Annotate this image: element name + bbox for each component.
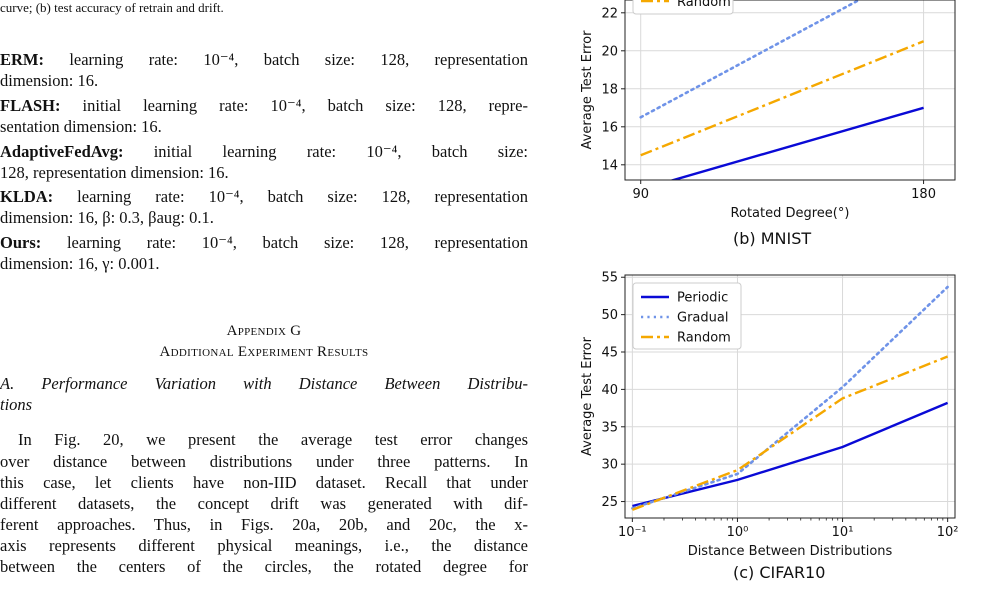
legend-label: Gradual [677,311,728,326]
y-tick-label: 55 [601,271,618,286]
series-line-gradual [631,285,949,510]
legend-label: Periodic [677,291,728,306]
setting-klda-line1: KLDA: learning rate: 10⁻⁴, batch size: 1… [0,187,528,207]
appendix-title: Additional Experiment Results [159,344,369,360]
subsection-heading-line2: tions [0,395,33,414]
x-axis-label: Rotated Degree(°) [731,206,850,221]
appendix-label: Appendix G [226,323,302,339]
series-line-periodic [632,401,949,508]
y-axis-label: Average Test Error [580,336,595,456]
subsection-heading-line1: A. Performance Variation with Distance B… [0,374,528,393]
y-tick-label: 16 [601,120,618,135]
x-tick-label: 10⁰ [727,525,749,540]
y-tick-label: 30 [601,458,618,473]
x-tick-label: 10⁻¹ [618,525,647,540]
series-line-periodic [669,106,924,180]
plot-frame [624,274,956,519]
setting-ours-line2: dimension: 16, γ: 0.001. [0,254,160,273]
body-line: over distance between distributions unde… [0,452,528,471]
x-tick-label: 10² [937,525,959,540]
mnist-chart [621,0,956,184]
series-line-random [631,355,949,511]
setting-text: initial learning rate: 10⁻⁴, batch size:… [60,96,528,115]
series-line-random [640,40,925,157]
setting-text: initial learning rate: 10⁻⁴, batch size: [123,142,528,161]
y-tick-label: 25 [601,495,618,510]
y-tick-label: 18 [601,82,618,97]
x-tick-label: 90 [632,187,649,202]
figure-caption-tail: curve; (b) test accuracy of retrain and … [0,0,224,15]
setting-erm-line1: ERM: learning rate: 10⁻⁴, batch size: 12… [0,50,528,70]
y-tick-label: 22 [601,6,618,21]
x-tick-label: 180 [911,187,936,202]
y-tick-label: 14 [601,158,618,173]
legend-box [632,282,742,350]
legend-label: Random [677,331,731,346]
setting-adaptivefedavg-line2: 128, representation dimension: 16. [0,163,229,182]
setting-adaptivefedavg-line1: AdaptiveFedAvg: initial learning rate: 1… [0,142,528,162]
y-axis-label: Average Test Error [580,30,595,150]
legend-box [632,0,734,15]
body-line: different datasets, the concept drift wa… [0,494,528,513]
y-tick-label: 40 [601,383,618,398]
setting-text: learning rate: 10⁻⁴, batch size: 128, re… [53,187,528,206]
subcaption-mnist: (b) MNIST [733,229,812,248]
y-tick-label: 35 [601,420,618,435]
cifar10-chart [621,274,956,522]
x-axis-label: Distance Between Distributions [688,544,893,559]
setting-erm-line2: dimension: 16. [0,71,99,90]
x-tick-label: 10¹ [832,525,854,540]
body-line: this case, let clients have non-IID data… [0,473,528,492]
setting-text: learning rate: 10⁻⁴, batch size: 128, re… [41,233,528,252]
setting-klda-line2: dimension: 16, β: 0.3, βaug: 0.1. [0,208,214,227]
plot-frame [624,0,956,181]
y-tick-label: 45 [601,346,618,361]
setting-name: ERM: [0,50,44,69]
body-line: In Fig. 20, we present the average test … [18,430,528,449]
body-line: between the centers of the circles, the … [0,557,528,576]
y-tick-label: 20 [601,44,618,59]
series-line-gradual [639,0,862,119]
setting-name: KLDA: [0,187,54,206]
y-tick-label: 50 [601,308,618,323]
setting-flash-line2: sentation dimension: 16. [0,117,162,136]
setting-flash-line1: FLASH: initial learning rate: 10⁻⁴, batc… [0,96,528,116]
subcaption-cifar10: (c) CIFAR10 [733,563,826,582]
body-line: ferent approaches. Thus, in Figs. 20a, 2… [0,515,528,534]
setting-name: FLASH: [0,96,61,115]
setting-text: learning rate: 10⁻⁴, batch size: 128, re… [44,50,528,69]
setting-name: Ours: [0,233,42,252]
setting-name: AdaptiveFedAvg: [0,142,124,161]
setting-ours-line1: Ours: learning rate: 10⁻⁴, batch size: 1… [0,233,528,253]
body-line: axis represents different physical meani… [0,536,528,555]
legend-label: Random [677,0,731,10]
